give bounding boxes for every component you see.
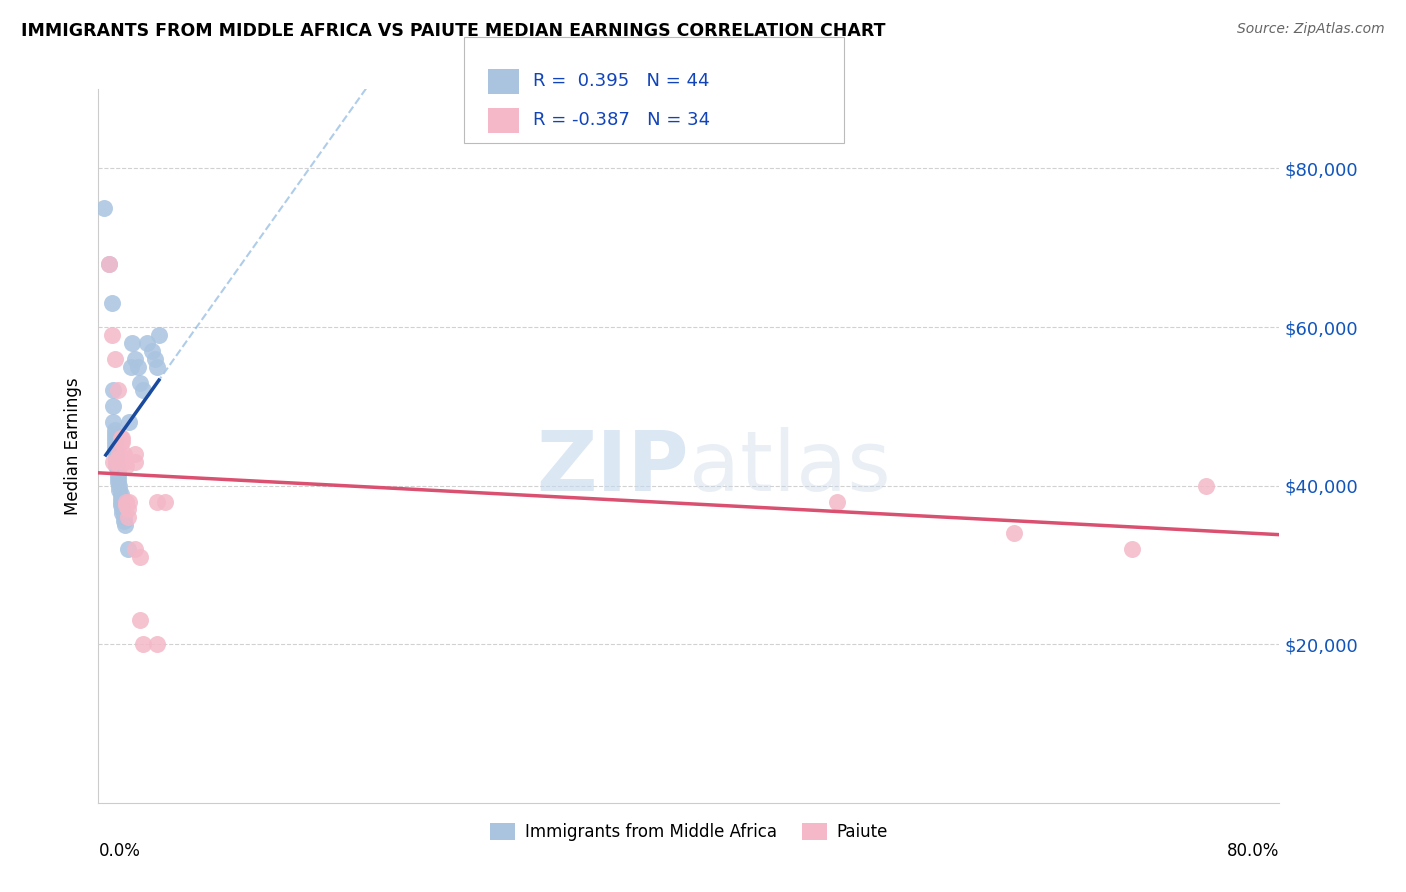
Point xyxy=(111,435,134,450)
Point xyxy=(117,510,139,524)
Point xyxy=(104,439,127,453)
Point xyxy=(103,400,125,414)
Point xyxy=(104,442,127,457)
Point xyxy=(105,447,128,461)
Point xyxy=(110,494,132,508)
Point xyxy=(104,423,127,437)
Point xyxy=(1002,526,1025,541)
Point xyxy=(104,351,127,366)
Point xyxy=(153,494,176,508)
Point xyxy=(112,447,135,461)
Text: atlas: atlas xyxy=(689,427,890,508)
Point xyxy=(107,475,129,489)
Point xyxy=(111,502,134,516)
Point xyxy=(141,343,163,358)
Point xyxy=(120,359,142,374)
Point xyxy=(111,431,134,445)
Point xyxy=(115,458,138,473)
Point xyxy=(108,483,131,497)
Point xyxy=(148,328,170,343)
Point xyxy=(105,455,128,469)
Text: IMMIGRANTS FROM MIDDLE AFRICA VS PAIUTE MEDIAN EARNINGS CORRELATION CHART: IMMIGRANTS FROM MIDDLE AFRICA VS PAIUTE … xyxy=(21,22,886,40)
Point xyxy=(146,637,169,651)
Point xyxy=(108,447,131,461)
Point xyxy=(132,384,155,398)
Point xyxy=(97,257,120,271)
Point xyxy=(111,507,134,521)
Point xyxy=(104,427,127,442)
Point xyxy=(128,376,150,390)
Text: R = -0.387   N = 34: R = -0.387 N = 34 xyxy=(533,112,710,129)
Point xyxy=(124,455,146,469)
Point xyxy=(124,542,146,557)
Point xyxy=(104,435,127,450)
Point xyxy=(93,201,115,215)
Point xyxy=(100,328,122,343)
Point xyxy=(97,257,120,271)
Point xyxy=(146,359,169,374)
Point xyxy=(115,494,138,508)
Point xyxy=(124,447,146,461)
Point xyxy=(124,351,146,366)
Text: ZIP: ZIP xyxy=(537,427,689,508)
Text: Source: ZipAtlas.com: Source: ZipAtlas.com xyxy=(1237,22,1385,37)
Point xyxy=(107,467,129,481)
Point xyxy=(1121,542,1143,557)
Point xyxy=(103,384,125,398)
Point xyxy=(114,450,136,465)
Point xyxy=(110,499,132,513)
Point xyxy=(105,458,128,473)
Point xyxy=(103,455,125,469)
Point xyxy=(114,455,136,469)
Point xyxy=(110,431,132,445)
Point xyxy=(110,435,132,450)
Point xyxy=(118,494,141,508)
Y-axis label: Median Earnings: Median Earnings xyxy=(65,377,83,515)
Point xyxy=(110,486,132,500)
Point xyxy=(105,450,128,465)
Point xyxy=(112,510,135,524)
Point xyxy=(143,351,166,366)
Point xyxy=(127,359,149,374)
Point xyxy=(121,335,143,350)
Point xyxy=(105,455,128,469)
Point xyxy=(103,415,125,429)
Point xyxy=(132,637,155,651)
Point xyxy=(104,431,127,445)
Point xyxy=(117,502,139,516)
Point xyxy=(146,494,169,508)
Text: 80.0%: 80.0% xyxy=(1227,842,1279,860)
Point xyxy=(112,514,135,528)
Point xyxy=(117,542,139,557)
Point xyxy=(100,296,122,310)
Legend: Immigrants from Middle Africa, Paiute: Immigrants from Middle Africa, Paiute xyxy=(484,816,894,848)
Text: R =  0.395   N = 44: R = 0.395 N = 44 xyxy=(533,72,710,90)
Point xyxy=(115,499,138,513)
Point xyxy=(118,415,141,429)
Point xyxy=(107,471,129,485)
Point xyxy=(1195,478,1218,492)
Point xyxy=(108,450,131,465)
Point xyxy=(825,494,848,508)
Point xyxy=(107,384,129,398)
Point xyxy=(110,491,132,505)
Text: 0.0%: 0.0% xyxy=(98,842,141,860)
Point xyxy=(128,549,150,564)
Point xyxy=(136,335,159,350)
Point xyxy=(128,614,150,628)
Point xyxy=(107,463,129,477)
Point xyxy=(108,478,131,492)
Point xyxy=(114,518,136,533)
